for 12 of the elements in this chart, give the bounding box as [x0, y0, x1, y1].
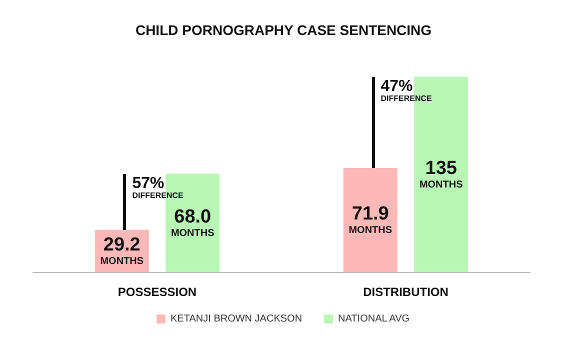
data-label: 68.0 MONTHS — [170, 206, 215, 239]
legend-label: NATIONAL AVG — [338, 314, 410, 324]
bar — [343, 168, 398, 272]
annotation: 57% DIFFERENCE — [132, 174, 184, 201]
data-label: 71.9 MONTHS — [348, 203, 392, 236]
legend-label: KETANJI BROWN JACKSON — [170, 314, 302, 324]
data-label: 29.2 MONTHS — [100, 234, 144, 267]
data-label: 135 MONTHS — [419, 158, 464, 190]
chart-title: CHILD PORNOGRAPHY CASE SENTENCING — [135, 22, 432, 38]
x-tick-label: DISTRIBUTION — [363, 285, 448, 299]
annotation: 47% DIFFERENCE — [380, 78, 432, 104]
x-tick-label: POSSESSION — [118, 285, 197, 299]
